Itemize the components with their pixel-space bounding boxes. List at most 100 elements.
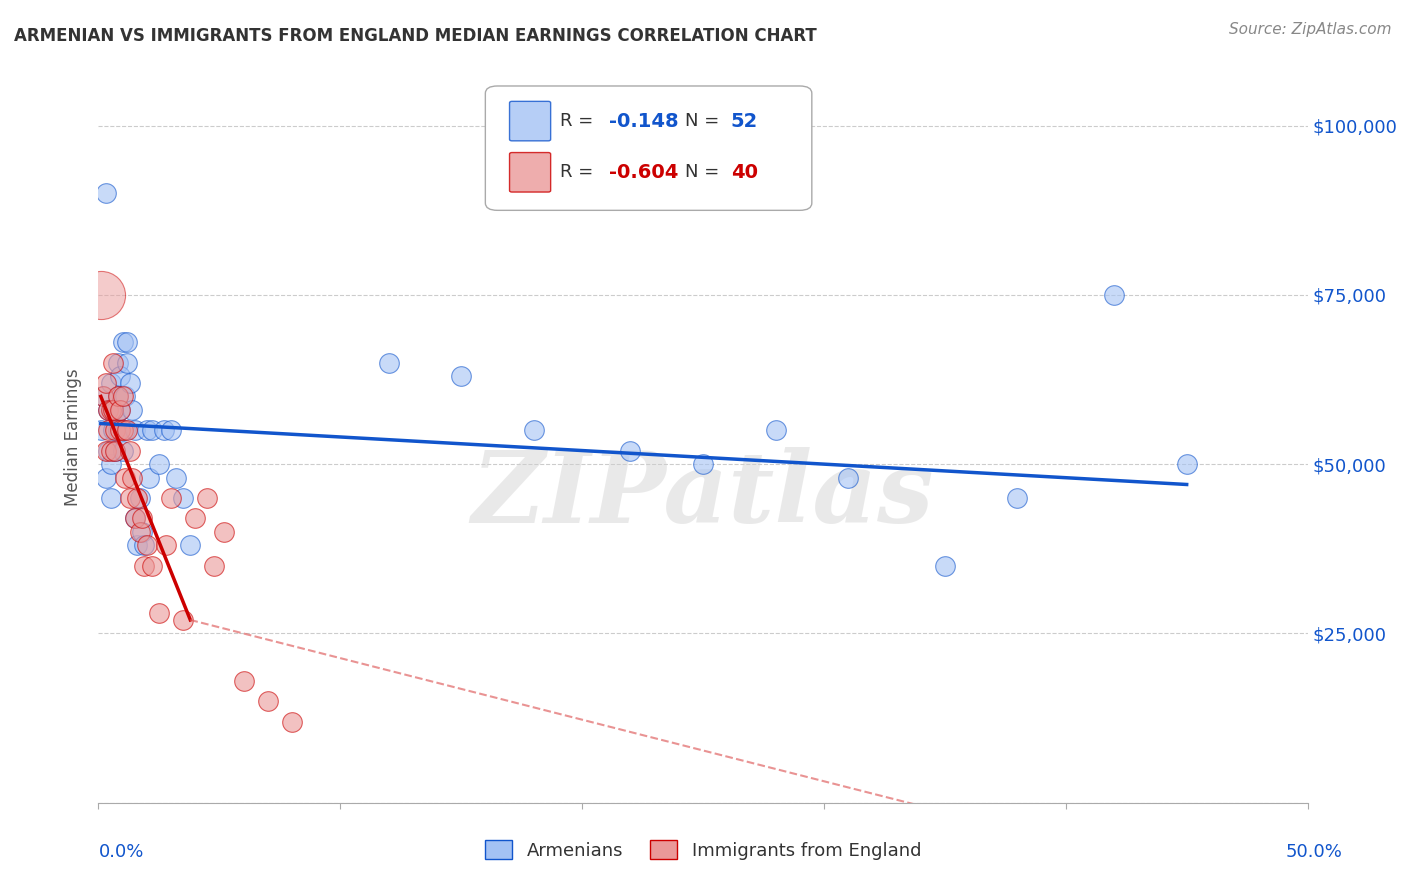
Text: 0.0%: 0.0% xyxy=(98,843,143,861)
Point xyxy=(101,403,124,417)
Point xyxy=(101,403,124,417)
Text: ZIPatlas: ZIPatlas xyxy=(472,448,934,544)
Point xyxy=(107,389,129,403)
Point xyxy=(118,376,141,390)
Point xyxy=(155,538,177,552)
Point xyxy=(934,558,956,573)
Point xyxy=(114,389,136,403)
Point xyxy=(104,409,127,424)
Point xyxy=(523,423,546,437)
Point xyxy=(114,423,136,437)
Point xyxy=(256,694,278,708)
Point xyxy=(179,538,201,552)
Point xyxy=(232,673,254,688)
Point xyxy=(184,511,207,525)
Point xyxy=(100,403,122,417)
Point xyxy=(1102,288,1125,302)
Point xyxy=(148,606,170,620)
Text: N =: N = xyxy=(685,112,725,130)
Point xyxy=(160,491,183,505)
Y-axis label: Median Earnings: Median Earnings xyxy=(65,368,83,506)
Point xyxy=(108,423,131,437)
Point xyxy=(172,613,194,627)
Point xyxy=(108,403,131,417)
Point xyxy=(107,389,129,403)
Text: R =: R = xyxy=(561,163,599,181)
Text: 52: 52 xyxy=(731,112,758,130)
Legend: Armenians, Immigrants from England: Armenians, Immigrants from England xyxy=(478,833,928,867)
Point xyxy=(90,288,112,302)
Point xyxy=(172,491,194,505)
Point xyxy=(94,471,117,485)
Point xyxy=(97,403,120,417)
Point xyxy=(281,714,304,729)
Point xyxy=(837,471,859,485)
Point xyxy=(111,389,134,403)
Point xyxy=(121,471,143,485)
Point xyxy=(131,511,153,525)
Point xyxy=(124,511,146,525)
Point xyxy=(450,369,472,384)
Point xyxy=(91,389,114,403)
Point xyxy=(134,558,156,573)
Point xyxy=(131,524,153,539)
Point xyxy=(100,457,122,471)
Point xyxy=(377,355,399,369)
Point xyxy=(619,443,641,458)
Point xyxy=(104,443,127,458)
Point xyxy=(94,443,117,458)
Text: N =: N = xyxy=(685,163,725,181)
Text: R =: R = xyxy=(561,112,599,130)
Point xyxy=(90,423,112,437)
Point xyxy=(117,335,139,350)
Point xyxy=(134,538,156,552)
Point xyxy=(152,423,174,437)
Point xyxy=(127,538,149,552)
Point xyxy=(118,491,141,505)
Point xyxy=(117,355,139,369)
Point xyxy=(107,423,129,437)
Text: 50.0%: 50.0% xyxy=(1286,843,1343,861)
Point xyxy=(100,443,122,458)
Point xyxy=(108,403,131,417)
Point xyxy=(135,423,157,437)
Point xyxy=(108,369,131,384)
Point xyxy=(114,471,136,485)
Point xyxy=(148,457,170,471)
FancyBboxPatch shape xyxy=(485,86,811,211)
Point xyxy=(128,524,150,539)
Point xyxy=(138,471,160,485)
Point xyxy=(128,491,150,505)
Point xyxy=(118,443,141,458)
Point xyxy=(97,443,120,458)
Text: -0.604: -0.604 xyxy=(609,163,678,182)
Point xyxy=(111,423,134,437)
Point xyxy=(117,423,139,437)
FancyBboxPatch shape xyxy=(509,153,551,192)
Point xyxy=(111,443,134,458)
Point xyxy=(94,186,117,201)
Text: -0.148: -0.148 xyxy=(609,112,678,130)
Point xyxy=(1007,491,1029,505)
Point xyxy=(1175,457,1198,471)
Point xyxy=(101,423,124,437)
Point xyxy=(141,558,163,573)
Point xyxy=(127,491,149,505)
Point xyxy=(107,355,129,369)
Point xyxy=(195,491,218,505)
Point xyxy=(765,423,787,437)
Point xyxy=(212,524,235,539)
Point xyxy=(100,491,122,505)
Point xyxy=(104,423,127,437)
Point xyxy=(97,403,120,417)
Point xyxy=(165,471,187,485)
Point xyxy=(124,511,146,525)
Text: 40: 40 xyxy=(731,163,758,182)
Point xyxy=(141,423,163,437)
Text: ARMENIAN VS IMMIGRANTS FROM ENGLAND MEDIAN EARNINGS CORRELATION CHART: ARMENIAN VS IMMIGRANTS FROM ENGLAND MEDI… xyxy=(14,27,817,45)
Point xyxy=(111,335,134,350)
Point xyxy=(124,423,146,437)
Point xyxy=(160,423,183,437)
Point xyxy=(100,376,122,390)
Point xyxy=(104,443,127,458)
